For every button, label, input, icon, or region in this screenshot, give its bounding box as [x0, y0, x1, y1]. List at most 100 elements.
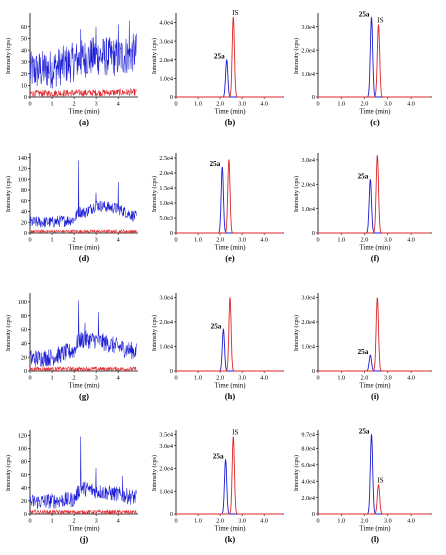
y-tick-label: 140 — [18, 155, 27, 162]
red-peak — [318, 297, 431, 372]
y-tick-label: 80 — [21, 459, 27, 466]
x-tick-label: 0 — [28, 518, 31, 525]
y-tick-label: 40 — [21, 209, 27, 216]
x-tick-label: 1 — [50, 237, 53, 244]
x-tick-label: 0 — [316, 518, 319, 525]
y-tick-label: 40 — [21, 485, 27, 492]
x-tick-label: 4 — [117, 375, 120, 382]
y-axis-label: Intensity (cps) — [293, 176, 300, 212]
peak-label: IS — [377, 16, 383, 24]
x-tick-label: 0 — [316, 237, 319, 244]
x-tick-label: 2.0 — [216, 101, 224, 108]
x-tick-label: 0 — [316, 375, 319, 382]
y-tick-label: 1.0e4 — [159, 488, 173, 495]
x-tick-label: 3.0 — [238, 237, 246, 244]
x-axis-label: Time (min) — [360, 526, 391, 533]
y-tick-label: 4.0e4 — [159, 20, 173, 27]
y-tick-label: 3.5e4 — [159, 431, 173, 438]
x-tick-label: 0 — [28, 237, 31, 244]
x-tick-label: 3.0 — [384, 518, 392, 525]
red-peak — [318, 484, 431, 515]
y-tick-label: 80 — [21, 313, 27, 320]
red-peak — [176, 297, 283, 372]
y-tick-label: 0 — [24, 230, 27, 237]
x-tick-label: 3.0 — [238, 101, 246, 108]
blue-peak — [318, 179, 431, 234]
x-axis-label: Time (min) — [360, 383, 391, 390]
x-tick-label: 4 — [117, 101, 120, 108]
y-tick-label: 40 — [21, 341, 27, 348]
x-tick-label: 1 — [50, 375, 53, 382]
y-tick-label: 1.0e4 — [301, 71, 315, 78]
panel-c: 0 1.0e4 2.0e4 3.0e4 0 1.0 2.0 3.0 4.0 Time (min) I… — [293, 10, 432, 127]
x-axis-label: Time (min) — [360, 109, 391, 116]
x-tick-label: 2 — [73, 101, 76, 108]
peak-label: 25a — [358, 348, 369, 356]
x-tick-label: 0 — [316, 101, 319, 108]
y-tick-label: 0 — [24, 94, 27, 101]
blue-trace — [29, 436, 137, 509]
x-axis-label: Time (min) — [215, 245, 246, 252]
y-axis-label: Intensity (cps) — [5, 176, 12, 212]
peak-label: IS — [232, 429, 238, 437]
y-tick-label: 60 — [21, 472, 27, 479]
y-axis-label: Intensity (cps) — [293, 315, 300, 351]
x-tick-label: 0 — [174, 518, 177, 525]
y-tick-label: 9.7e4 — [301, 432, 315, 439]
x-tick-label: 4.0 — [407, 101, 415, 108]
y-tick-label: 3.0e4 — [301, 157, 315, 164]
y-tick-label: 20 — [21, 71, 27, 78]
y-tick-label: 2.5e4 — [159, 155, 173, 162]
y-tick-label: 100 — [18, 446, 27, 453]
x-axis-label: Time (min) — [69, 526, 100, 533]
x-tick-label: 1.0 — [194, 237, 202, 244]
x-tick-label: 1.0 — [337, 375, 345, 382]
x-tick-label: 1 — [50, 518, 53, 525]
y-tick-label: 0 — [312, 94, 315, 101]
blue-trace — [29, 20, 137, 89]
red-peak — [176, 436, 283, 515]
x-tick-label: 4 — [117, 518, 120, 525]
y-tick-label: 2.0e4 — [301, 181, 315, 188]
red-trace — [29, 366, 137, 372]
y-tick-label: 3.0e4 — [301, 24, 315, 31]
x-tick-label: 2.0 — [361, 237, 369, 244]
x-axis-label: Time (min) — [215, 526, 246, 533]
panel-h: 0 1.0e4 2.0e4 3.0e4 0 1.0 2.0 3.0 4.0 Time (min) I… — [151, 293, 284, 401]
peak-label: 25a — [359, 10, 370, 18]
x-tick-label: 4.0 — [260, 518, 268, 525]
x-tick-label: 1.0 — [337, 237, 345, 244]
y-tick-label: 30 — [21, 59, 27, 66]
y-tick-label: 1.0e4 — [159, 344, 173, 351]
x-tick-label: 2 — [73, 375, 76, 382]
y-tick-label: 0 — [24, 368, 27, 375]
x-tick-label: 1.0 — [194, 101, 202, 108]
x-tick-label: 3 — [95, 237, 98, 244]
x-axis-label: Time (min) — [69, 383, 100, 390]
red-trace — [29, 228, 137, 235]
x-tick-label: 2.0 — [361, 518, 369, 525]
y-tick-label: 3.0e4 — [159, 443, 173, 450]
x-tick-label: 3.0 — [238, 375, 246, 382]
y-tick-label: 5.0e3 — [159, 215, 173, 222]
panel-label: (l) — [371, 534, 379, 544]
panel-label: (a) — [79, 117, 89, 127]
peak-label: IS — [377, 476, 383, 484]
panel-label: (g) — [79, 391, 89, 401]
panel-k: 0 1.0e4 2.0e4 3.0e4 3.5e4 0 1.0 2.0 3.0 4.0 Time (… — [151, 429, 284, 544]
x-tick-label: 4.0 — [407, 375, 415, 382]
y-axis-label: Intensity (cps) — [151, 315, 158, 351]
y-tick-label: 80 — [21, 187, 27, 194]
x-tick-label: 3.0 — [384, 101, 392, 108]
blue-peak — [176, 59, 283, 98]
y-tick-label: 2.0e4 — [301, 319, 315, 326]
peak-label: 25a — [359, 427, 370, 435]
x-tick-label: 4.0 — [407, 518, 415, 525]
blue-trace — [29, 160, 137, 228]
y-tick-label: 1.0e4 — [159, 76, 173, 83]
x-tick-label: 4.0 — [407, 237, 415, 244]
x-axis-label: Time (min) — [69, 245, 100, 252]
blue-peak — [176, 459, 283, 515]
y-tick-label: 2.0e4 — [159, 170, 173, 177]
